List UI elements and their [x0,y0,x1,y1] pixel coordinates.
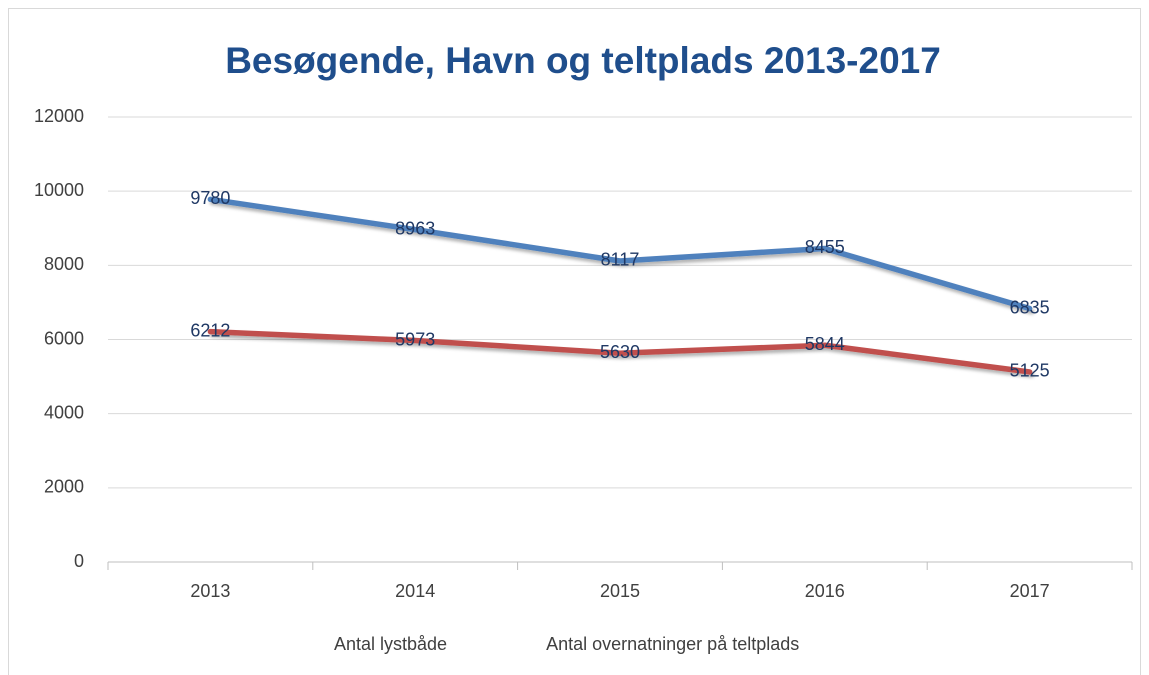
x-tick-label: 2015 [600,581,640,601]
data-label: 8455 [805,237,845,257]
x-tick-label: 2016 [805,581,845,601]
x-tick-label: 2013 [190,581,230,601]
data-label: 8963 [395,218,435,238]
data-label: 5125 [1010,361,1050,381]
legend-label: Antal overnatninger på teltplads [546,634,799,654]
data-label: 6835 [1010,297,1050,317]
y-tick-label: 8000 [44,254,84,274]
y-tick-label: 0 [74,551,84,571]
data-label: 9780 [190,188,230,208]
data-label: 5630 [600,342,640,362]
data-label: 5844 [805,334,845,354]
y-tick-label: 6000 [44,328,84,348]
y-tick-label: 10000 [34,180,84,200]
y-tick-label: 2000 [44,477,84,497]
x-tick-label: 2014 [395,581,435,601]
x-tick-label: 2017 [1010,581,1050,601]
data-label: 8117 [601,250,640,270]
series-line [207,328,1033,375]
series-line [207,196,1033,312]
y-tick-label: 12000 [34,106,84,126]
chart-frame [8,8,1141,675]
y-tick-label: 4000 [44,402,84,422]
data-label: 6212 [190,320,230,340]
chart-title: Besøgende, Havn og teltplads 2013-2017 [225,40,941,81]
data-label: 5973 [395,329,435,349]
legend-label: Antal lystbåde [334,634,447,654]
